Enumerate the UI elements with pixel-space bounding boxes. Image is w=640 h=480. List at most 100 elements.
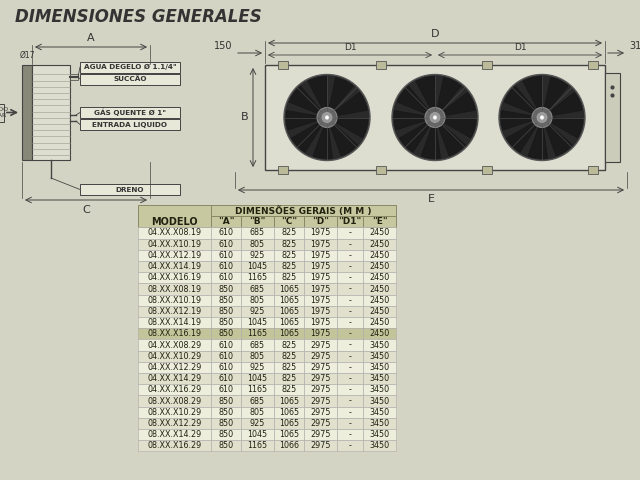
Bar bbox=[304, 440, 337, 451]
Text: "D": "D" bbox=[312, 217, 329, 226]
Bar bbox=[274, 339, 304, 350]
Bar bbox=[274, 272, 304, 283]
Bar bbox=[304, 350, 337, 362]
Text: 04.XX.X16.19: 04.XX.X16.19 bbox=[147, 273, 202, 282]
Bar bbox=[211, 384, 241, 396]
Bar bbox=[304, 239, 337, 250]
Wedge shape bbox=[289, 86, 322, 115]
Wedge shape bbox=[416, 76, 435, 110]
Bar bbox=[138, 429, 211, 440]
Bar bbox=[138, 272, 211, 283]
Text: 1165: 1165 bbox=[248, 385, 268, 394]
Bar bbox=[337, 384, 363, 396]
Bar bbox=[363, 261, 396, 272]
Bar bbox=[138, 328, 211, 339]
Bar bbox=[211, 283, 241, 295]
Text: 825: 825 bbox=[282, 340, 296, 349]
Wedge shape bbox=[549, 118, 583, 138]
Wedge shape bbox=[291, 121, 323, 152]
Text: 3450: 3450 bbox=[369, 408, 390, 417]
Text: 3450: 3450 bbox=[369, 385, 390, 394]
Circle shape bbox=[433, 116, 437, 120]
Bar bbox=[337, 362, 363, 373]
Bar bbox=[337, 418, 363, 429]
Text: "D1": "D1" bbox=[339, 217, 362, 226]
Wedge shape bbox=[334, 118, 368, 138]
Wedge shape bbox=[523, 76, 542, 110]
Text: 2450: 2450 bbox=[369, 296, 390, 305]
Text: 08.XX.X16.29: 08.XX.X16.29 bbox=[147, 441, 202, 450]
Text: 2450: 2450 bbox=[369, 228, 390, 238]
Wedge shape bbox=[308, 76, 327, 110]
Text: 805: 805 bbox=[250, 296, 265, 305]
Text: 805: 805 bbox=[250, 352, 265, 360]
Bar bbox=[304, 362, 337, 373]
Bar bbox=[241, 418, 274, 429]
FancyBboxPatch shape bbox=[0, 104, 4, 121]
Text: 685: 685 bbox=[250, 285, 265, 293]
Text: 850: 850 bbox=[218, 408, 234, 417]
Bar bbox=[274, 261, 304, 272]
Text: -: - bbox=[349, 340, 351, 349]
Text: -: - bbox=[349, 329, 351, 338]
Text: "B": "B" bbox=[250, 217, 266, 226]
Text: 825: 825 bbox=[282, 251, 296, 260]
Text: "E": "E" bbox=[372, 217, 387, 226]
Text: 08.XX.X14.19: 08.XX.X14.19 bbox=[147, 318, 202, 327]
Text: 825: 825 bbox=[282, 363, 296, 372]
Bar bbox=[304, 396, 337, 407]
Text: 3450: 3450 bbox=[369, 419, 390, 428]
Text: 1045: 1045 bbox=[248, 262, 268, 271]
Text: 1045: 1045 bbox=[248, 374, 268, 383]
Bar bbox=[138, 396, 211, 407]
Text: 1065: 1065 bbox=[279, 296, 299, 305]
Text: 1065: 1065 bbox=[279, 285, 299, 293]
Bar bbox=[363, 407, 396, 418]
Text: -: - bbox=[349, 285, 351, 293]
Bar bbox=[376, 61, 386, 69]
Text: 610: 610 bbox=[218, 352, 234, 360]
Bar bbox=[337, 239, 363, 250]
Text: 2975: 2975 bbox=[310, 419, 331, 428]
Text: A: A bbox=[87, 33, 95, 43]
Text: 825: 825 bbox=[282, 352, 296, 360]
Bar bbox=[138, 283, 211, 295]
Bar bbox=[337, 250, 363, 261]
Text: 2975: 2975 bbox=[310, 396, 331, 406]
Bar bbox=[211, 339, 241, 350]
Bar bbox=[138, 317, 211, 328]
Wedge shape bbox=[442, 118, 476, 138]
Bar bbox=[241, 228, 274, 239]
Bar bbox=[363, 283, 396, 295]
Circle shape bbox=[430, 112, 440, 122]
Text: 685: 685 bbox=[250, 228, 265, 238]
Text: 2975: 2975 bbox=[310, 363, 331, 372]
Wedge shape bbox=[397, 86, 430, 115]
Bar bbox=[363, 228, 396, 239]
Bar bbox=[274, 306, 304, 317]
Bar bbox=[211, 295, 241, 306]
Bar bbox=[80, 107, 180, 118]
Text: 1975: 1975 bbox=[310, 307, 331, 316]
Bar bbox=[274, 216, 304, 228]
Text: 1065: 1065 bbox=[279, 307, 299, 316]
Bar bbox=[241, 407, 274, 418]
Bar bbox=[138, 306, 211, 317]
Bar bbox=[138, 362, 211, 373]
Bar bbox=[211, 418, 241, 429]
Text: 805: 805 bbox=[250, 408, 265, 417]
Text: 850: 850 bbox=[218, 430, 234, 439]
Bar bbox=[363, 216, 396, 228]
Circle shape bbox=[532, 108, 552, 128]
Bar bbox=[138, 350, 211, 362]
Bar bbox=[211, 396, 241, 407]
Text: 1165: 1165 bbox=[248, 329, 268, 338]
Text: D1: D1 bbox=[344, 43, 356, 52]
Text: 850: 850 bbox=[218, 329, 234, 338]
Text: 3450: 3450 bbox=[369, 396, 390, 406]
Bar bbox=[241, 384, 274, 396]
Text: 3450: 3450 bbox=[369, 430, 390, 439]
Wedge shape bbox=[504, 86, 537, 115]
Text: 04.XX.X10.19: 04.XX.X10.19 bbox=[147, 240, 202, 249]
Text: 610: 610 bbox=[218, 228, 234, 238]
